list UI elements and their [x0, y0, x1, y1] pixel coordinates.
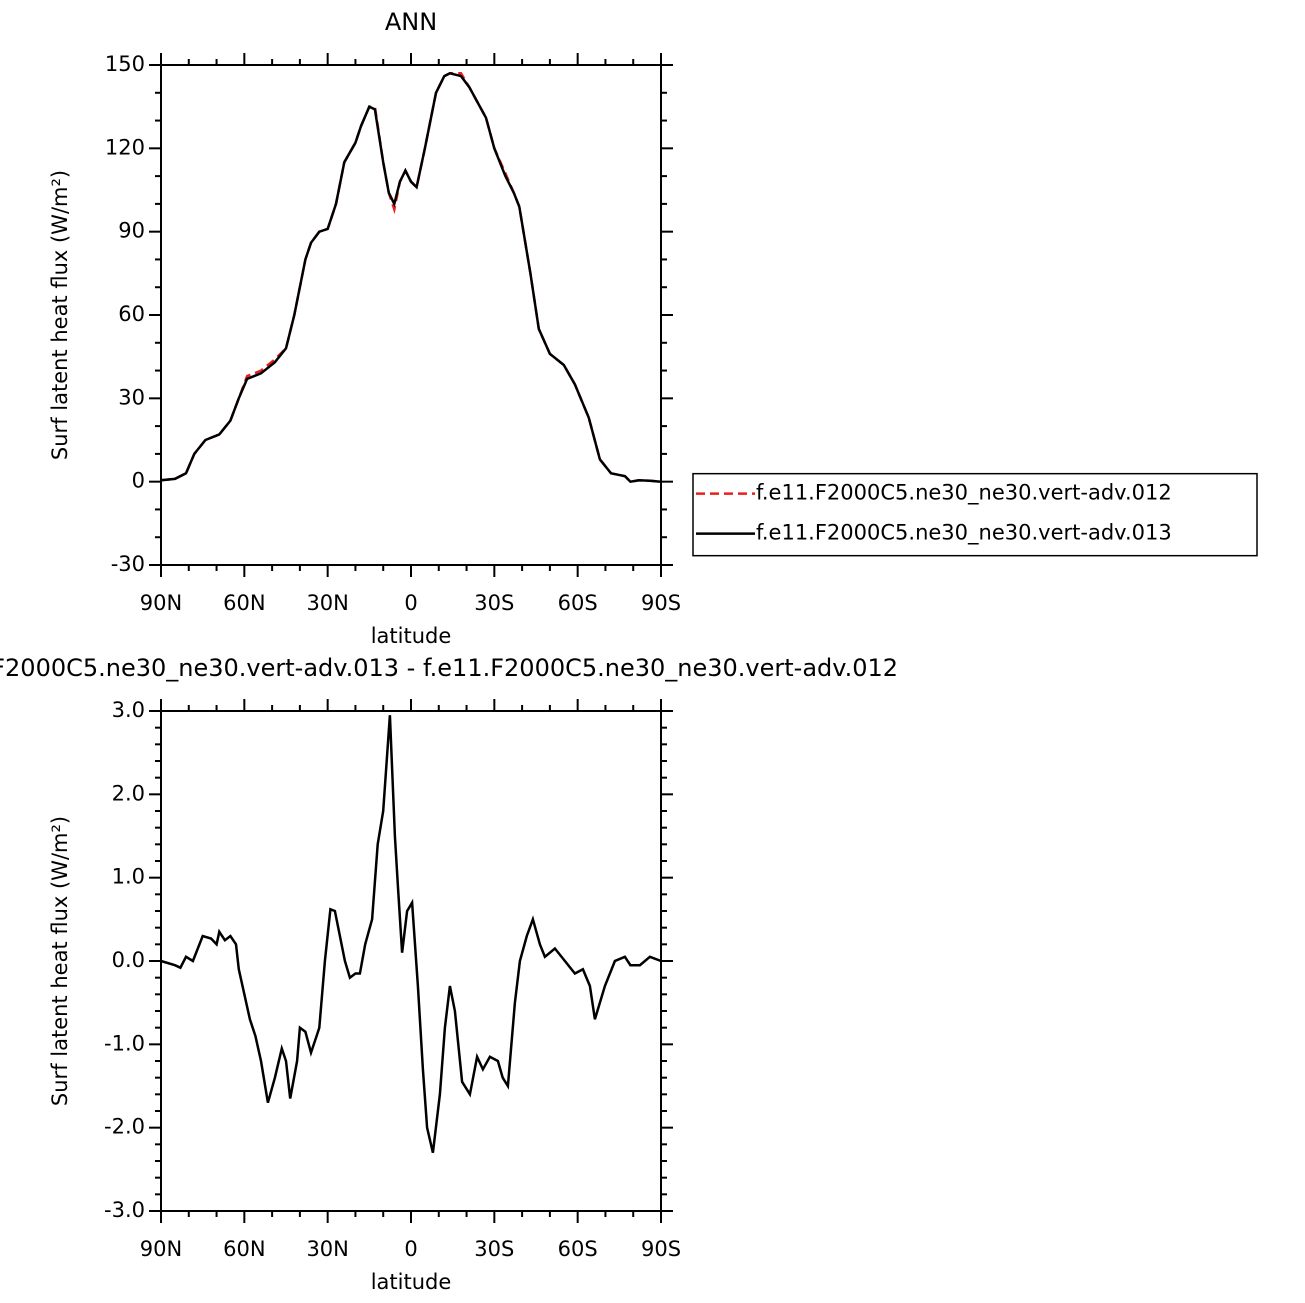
y-tick-label: 2.0 [112, 781, 145, 805]
x-tick-label: 30N [306, 1237, 348, 1261]
y-tick-label: 60 [118, 302, 145, 326]
x-tick-label: 90N [140, 1237, 182, 1261]
y-tick-label: 90 [118, 219, 145, 243]
x-tick-label: 90S [641, 591, 681, 615]
x-tick-label: 30N [306, 591, 348, 615]
y-tick-label: -1.0 [104, 1031, 145, 1055]
plot-frame [160, 64, 662, 566]
x-axis-label: latitude [371, 1270, 452, 1294]
chart-title: ANN [385, 8, 437, 36]
plot-frame [160, 710, 662, 1212]
x-tick-label: 0 [404, 1237, 417, 1261]
y-axis-label: Surf latent heat flux (W/m²) [48, 170, 72, 460]
x-tick-label: 30S [474, 591, 514, 615]
data-line [160, 715, 662, 1153]
x-tick-label: 0 [404, 591, 417, 615]
x-axis-label: latitude [371, 624, 452, 648]
x-tick-label: 90S [641, 1237, 681, 1261]
y-tick-label: 0 [132, 469, 145, 493]
y-tick-label: 150 [105, 52, 145, 76]
chart-title: f.e11.F2000C5.ne30_ne30.vert-adv.013 - f… [0, 654, 898, 682]
data-line [160, 72, 662, 484]
x-tick-label: 90N [140, 591, 182, 615]
y-axis-label: Surf latent heat flux (W/m²) [48, 816, 72, 1106]
y-tick-label: 30 [118, 385, 145, 409]
y-tick-label: 120 [105, 135, 145, 159]
y-tick-label: -3.0 [104, 1198, 145, 1222]
x-tick-label: 60N [223, 591, 265, 615]
x-tick-label: 60S [558, 591, 598, 615]
y-tick-label: -2.0 [104, 1115, 145, 1139]
legend-box [692, 472, 1258, 557]
y-tick-label: 1.0 [112, 865, 145, 889]
x-tick-label: 60S [558, 1237, 598, 1261]
x-tick-label: 60N [223, 1237, 265, 1261]
x-tick-label: 30S [474, 1237, 514, 1261]
y-tick-label: 3.0 [112, 698, 145, 722]
data-line [160, 71, 662, 484]
y-tick-label: 0.0 [112, 948, 145, 972]
legend-label: f.e11.F2000C5.ne30_ne30.vert-adv.013 [756, 521, 1172, 546]
legend-label: f.e11.F2000C5.ne30_ne30.vert-adv.012 [756, 481, 1172, 506]
y-tick-label: -30 [111, 552, 145, 576]
